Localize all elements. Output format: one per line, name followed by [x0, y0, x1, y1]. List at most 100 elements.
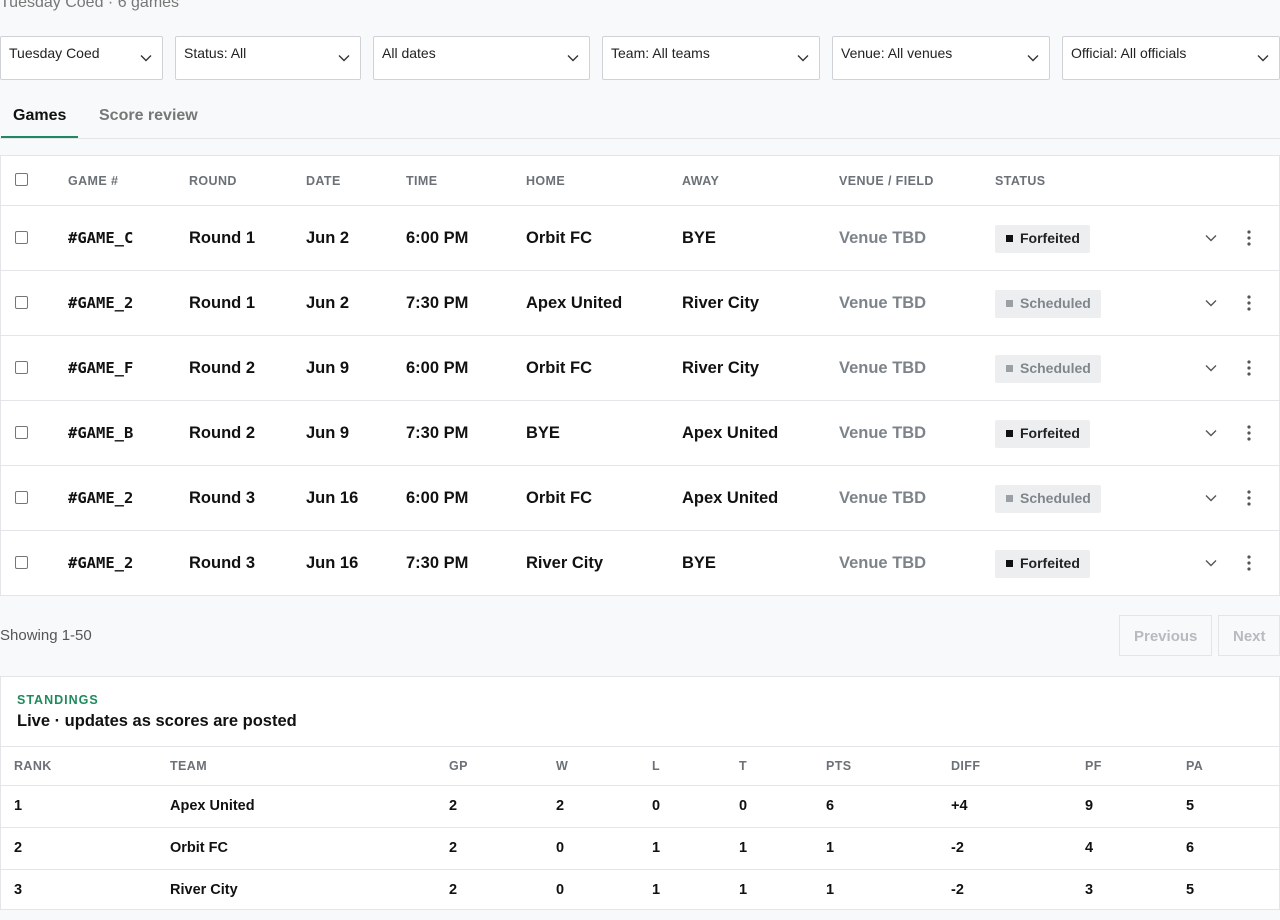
official-filter-label: Official: All officials — [1071, 45, 1187, 61]
standing-pts: 1 — [826, 882, 835, 898]
status-badge-label: Scheduled — [1020, 295, 1091, 311]
standings-col-team: TEAM — [170, 759, 208, 773]
standing-w: 0 — [556, 840, 565, 856]
table-row[interactable]: #GAME_F Round 2 Jun 9 6:00 PM Orbit FC R… — [1, 336, 1279, 401]
standing-team: Apex United — [170, 798, 255, 814]
away-team: Apex United — [682, 489, 779, 507]
column-header-home[interactable]: HOME — [526, 174, 566, 188]
standings-row: 1 Apex United 2 2 0 0 6 +4 9 5 — [1, 786, 1279, 828]
table-row[interactable]: #GAME_2 Round 3 Jun 16 6:00 PM Orbit FC … — [1, 466, 1279, 531]
standing-diff: +4 — [951, 798, 968, 814]
more-vertical-icon[interactable] — [1241, 553, 1257, 573]
home-team: Orbit FC — [526, 359, 592, 377]
row-checkbox[interactable] — [15, 361, 28, 374]
table-row[interactable]: #GAME_2 Round 1 Jun 2 7:30 PM Apex Unite… — [1, 271, 1279, 336]
row-checkbox[interactable] — [15, 491, 28, 504]
home-team: Apex United — [526, 294, 623, 312]
games-table-header: GAME # ROUND DATE TIME HOME AWAY VENUE /… — [1, 156, 1279, 206]
more-vertical-icon[interactable] — [1241, 358, 1257, 378]
away-team: Apex United — [682, 424, 779, 442]
standing-gp: 2 — [449, 882, 458, 898]
venue-filter-label: Venue: All venues — [841, 45, 953, 61]
standings-col-rank: RANK — [14, 759, 52, 773]
standings-card: STANDINGS Live · updates as scores are p… — [0, 676, 1280, 910]
expand-row-chevron-icon[interactable] — [1205, 494, 1217, 502]
standing-team: River City — [170, 882, 238, 898]
standing-rank: 3 — [14, 882, 23, 898]
standing-t: 0 — [739, 798, 748, 814]
game-time: 6:00 PM — [406, 229, 469, 247]
next-page-button[interactable]: Next — [1218, 615, 1280, 656]
standing-t: 1 — [739, 882, 748, 898]
more-vertical-icon[interactable] — [1241, 488, 1257, 508]
status-badge-label: Scheduled — [1020, 490, 1091, 506]
standings-title: Live · updates as scores are posted — [17, 712, 297, 730]
column-header-time[interactable]: TIME — [406, 174, 438, 188]
game-time: 6:00 PM — [406, 489, 469, 507]
game-time: 7:30 PM — [406, 294, 469, 312]
game-id: #GAME_2 — [68, 489, 134, 507]
row-checkbox[interactable] — [15, 426, 28, 439]
division-filter[interactable]: Tuesday Coed — [0, 36, 163, 80]
chevron-down-icon — [140, 55, 152, 62]
game-round: Round 2 — [189, 359, 255, 377]
standings-col-diff: DIFF — [951, 759, 981, 773]
column-header-away[interactable]: AWAY — [682, 174, 720, 188]
column-header-date[interactable]: DATE — [306, 174, 341, 188]
standing-rank: 2 — [14, 840, 23, 856]
tab-games[interactable]: Games — [1, 100, 79, 138]
status-dot-icon — [1006, 300, 1013, 307]
venue-filter[interactable]: Venue: All venues — [832, 36, 1050, 80]
column-header-venue[interactable]: VENUE / FIELD — [839, 174, 934, 188]
row-checkbox[interactable] — [15, 231, 28, 244]
tab-bar: Games Score review — [0, 100, 1280, 139]
status-dot-icon — [1006, 235, 1013, 242]
table-row[interactable]: #GAME_2 Round 3 Jun 16 7:30 PM River Cit… — [1, 531, 1279, 596]
standing-pf: 4 — [1085, 840, 1094, 856]
status-filter[interactable]: Status: All — [175, 36, 361, 80]
standings-col-pts: PTS — [826, 759, 852, 773]
page-subtitle: Tuesday Coed · 6 games — [0, 0, 180, 11]
select-all-checkbox[interactable] — [15, 173, 28, 186]
game-date: Jun 16 — [306, 554, 359, 572]
game-time: 7:30 PM — [406, 554, 469, 572]
date-filter-label: All dates — [382, 45, 436, 61]
expand-row-chevron-icon[interactable] — [1205, 234, 1217, 242]
expand-row-chevron-icon[interactable] — [1205, 429, 1217, 437]
expand-row-chevron-icon[interactable] — [1205, 559, 1217, 567]
expand-row-chevron-icon[interactable] — [1205, 299, 1217, 307]
column-header-round[interactable]: ROUND — [189, 174, 237, 188]
row-checkbox[interactable] — [15, 296, 28, 309]
standing-team: Orbit FC — [170, 840, 228, 856]
date-filter[interactable]: All dates — [373, 36, 590, 80]
team-filter[interactable]: Team: All teams — [602, 36, 820, 80]
standings-col-pf: PF — [1085, 759, 1102, 773]
expand-row-chevron-icon[interactable] — [1205, 364, 1217, 372]
row-checkbox[interactable] — [15, 556, 28, 569]
standing-gp: 2 — [449, 798, 458, 814]
tab-score-review[interactable]: Score review — [99, 107, 198, 124]
away-team: River City — [682, 359, 760, 377]
standing-w: 2 — [556, 798, 565, 814]
away-team: River City — [682, 294, 760, 312]
game-id: #GAME_2 — [68, 294, 134, 312]
standing-gp: 2 — [449, 840, 458, 856]
official-filter[interactable]: Official: All officials — [1062, 36, 1280, 80]
home-team: Orbit FC — [526, 229, 592, 247]
more-vertical-icon[interactable] — [1241, 293, 1257, 313]
standings-col-t: T — [739, 759, 748, 773]
chevron-down-icon — [338, 55, 350, 62]
game-round: Round 3 — [189, 554, 255, 572]
table-row[interactable]: #GAME_B Round 2 Jun 9 7:30 PM BYE Apex U… — [1, 401, 1279, 466]
status-dot-icon — [1006, 365, 1013, 372]
game-id: #GAME_C — [68, 229, 134, 247]
column-header-status[interactable]: STATUS — [995, 174, 1046, 188]
more-vertical-icon[interactable] — [1241, 423, 1257, 443]
more-vertical-icon[interactable] — [1241, 228, 1257, 248]
previous-page-button[interactable]: Previous — [1119, 615, 1213, 656]
table-row[interactable]: #GAME_C Round 1 Jun 2 6:00 PM Orbit FC B… — [1, 206, 1279, 271]
column-header-game[interactable]: GAME # — [68, 174, 119, 188]
standings-row: 2 Orbit FC 2 0 1 1 1 -2 4 6 — [1, 828, 1279, 870]
venue-field: Venue TBD — [839, 554, 927, 572]
game-time: 6:00 PM — [406, 359, 469, 377]
